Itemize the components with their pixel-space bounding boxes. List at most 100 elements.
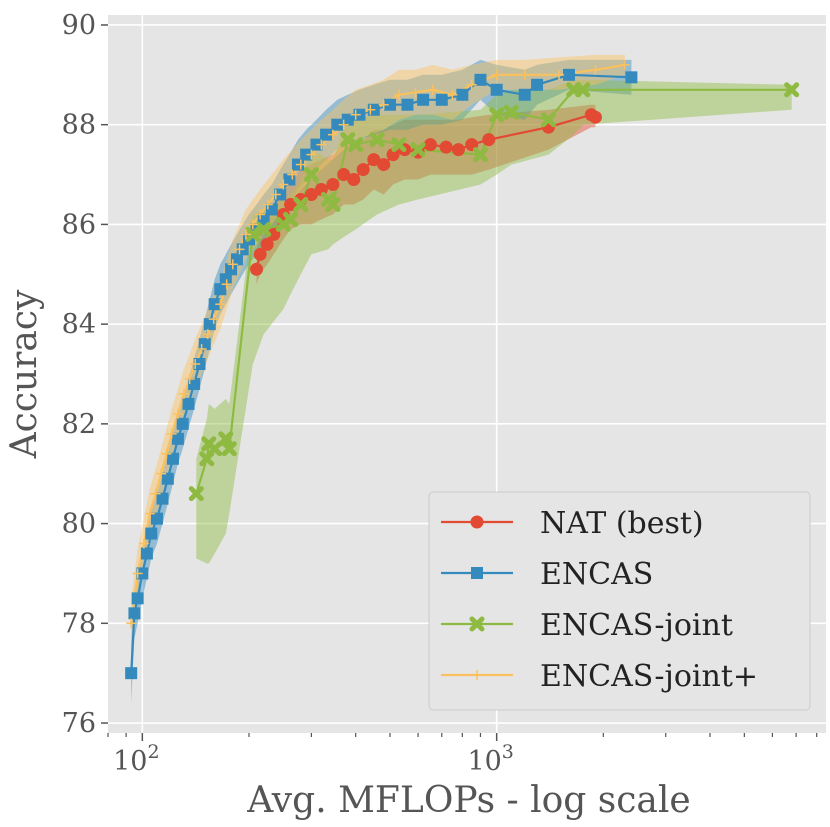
data-point-stroke <box>410 142 426 158</box>
data-point <box>270 189 281 200</box>
data-point <box>284 197 298 211</box>
data-point <box>619 59 630 70</box>
data-point <box>320 128 333 141</box>
legend-label: ENCAS <box>540 557 653 592</box>
data-point <box>225 263 238 276</box>
data-point <box>260 237 274 251</box>
data-point <box>207 441 223 457</box>
data-point <box>151 512 164 525</box>
data-point <box>784 82 800 98</box>
data-point <box>575 82 591 98</box>
data-point <box>337 168 351 182</box>
x-tick-base: 10 <box>467 746 501 777</box>
y-axis-label: Accuracy <box>4 289 45 459</box>
data-point <box>255 209 266 220</box>
data-point <box>215 299 226 310</box>
data-point <box>625 71 638 84</box>
data-point <box>198 338 211 351</box>
data-point-stroke <box>575 82 591 98</box>
data-point <box>350 109 361 120</box>
confidence-band-2 <box>196 79 792 564</box>
data-point-stroke <box>340 132 356 148</box>
data-point <box>202 329 213 340</box>
legend-label: ENCAS-joint <box>540 608 733 643</box>
data-point <box>176 417 189 430</box>
data-point <box>161 448 172 459</box>
legend-label: NAT (best) <box>540 506 704 541</box>
data-point <box>410 87 421 98</box>
data-point-stroke <box>469 616 485 632</box>
data-point <box>182 397 195 410</box>
y-tick-label: 76 <box>62 708 96 739</box>
data-point-stroke <box>221 441 237 457</box>
data-point <box>331 118 344 131</box>
data-point-stroke <box>325 196 341 212</box>
data-point <box>166 452 179 465</box>
data-point <box>588 110 602 124</box>
data-point <box>240 229 251 240</box>
data-point <box>417 93 430 106</box>
data-point <box>128 607 141 620</box>
data-point <box>367 153 381 167</box>
data-point-stroke <box>348 137 364 153</box>
y-tick-label: 90 <box>62 10 96 41</box>
data-point <box>471 567 483 579</box>
data-point <box>356 163 370 177</box>
series-markers <box>125 59 800 680</box>
data-point <box>172 408 183 419</box>
data-point <box>227 259 238 270</box>
data-point <box>132 568 143 579</box>
data-point-stroke <box>207 441 223 457</box>
data-point-stroke <box>188 486 204 502</box>
data-point <box>214 283 227 296</box>
data-point <box>369 132 385 148</box>
data-point-stroke <box>489 107 505 123</box>
data-point <box>435 93 448 106</box>
y-tick-label: 84 <box>62 309 96 340</box>
data-point <box>386 148 400 162</box>
data-point <box>482 133 496 147</box>
data-point <box>451 143 465 157</box>
x-tick-base: 10 <box>113 746 147 777</box>
y-tick-label: 78 <box>62 608 96 639</box>
data-point <box>338 119 349 130</box>
data-point <box>519 69 530 80</box>
data-point <box>469 616 485 632</box>
data-point-stroke <box>303 167 319 183</box>
legend-box <box>428 491 811 711</box>
data-point <box>140 547 153 560</box>
data-point <box>178 388 189 399</box>
data-point <box>456 88 469 101</box>
confidence-band-0 <box>256 104 596 285</box>
y-tick-label: 86 <box>62 209 96 240</box>
data-point <box>393 89 404 100</box>
data-point <box>410 142 426 158</box>
data-point <box>365 104 376 115</box>
data-point <box>347 173 361 187</box>
data-point <box>325 196 341 212</box>
data-point <box>138 538 149 549</box>
x-tick-exponent: 2 <box>147 741 159 763</box>
data-point <box>190 359 201 370</box>
data-point <box>466 79 477 90</box>
x-tick-label: 102 <box>113 741 159 777</box>
data-point <box>590 64 601 75</box>
y-tick-label: 82 <box>62 409 96 440</box>
data-point <box>303 167 319 183</box>
data-point <box>491 69 502 80</box>
data-point <box>490 83 503 96</box>
data-point <box>348 137 364 153</box>
data-point-stroke <box>293 196 309 212</box>
data-point <box>253 247 267 261</box>
data-point <box>304 188 318 201</box>
x-tick-exponent: 3 <box>502 741 514 763</box>
data-point-stroke <box>784 82 800 98</box>
data-point <box>125 667 138 680</box>
data-point <box>231 253 244 266</box>
data-point <box>306 149 317 160</box>
data-point <box>447 89 458 100</box>
confidence-band-3 <box>131 54 625 649</box>
data-point <box>341 113 354 126</box>
data-point-stroke <box>472 147 488 163</box>
